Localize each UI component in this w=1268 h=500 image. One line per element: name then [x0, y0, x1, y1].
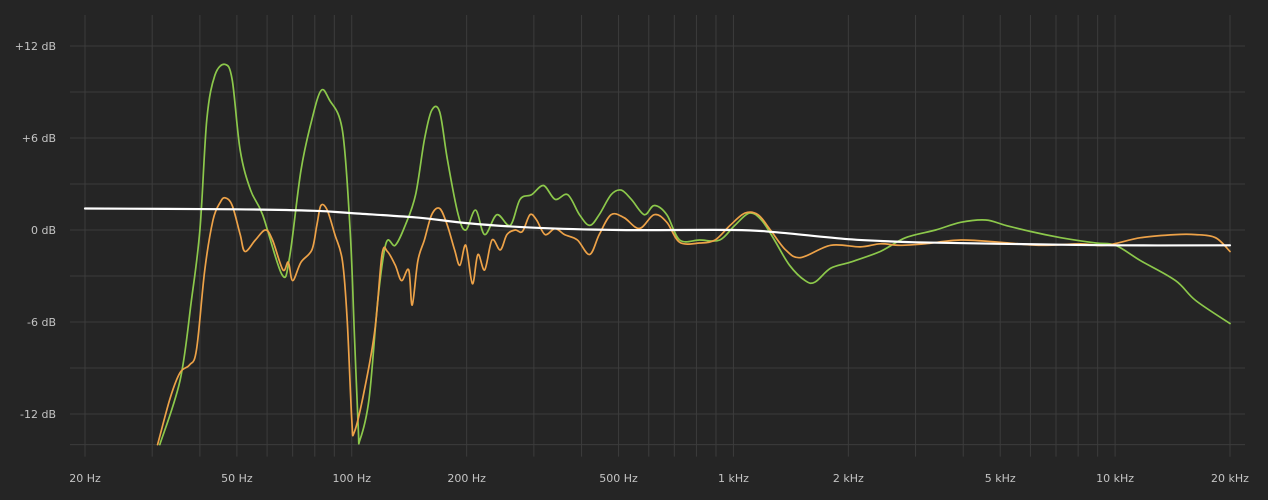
series-line-orange — [156, 196, 1231, 446]
series-line-target — [83, 207, 1232, 247]
x-tick-label: 2 kHz — [833, 472, 864, 485]
y-tick-label: +6 dB — [22, 132, 56, 145]
x-tick-label: 50 Hz — [221, 472, 253, 485]
y-tick-label: +12 dB — [15, 40, 56, 53]
x-tick-label: 1 kHz — [718, 472, 749, 485]
x-tick-label: 500 Hz — [599, 472, 638, 485]
x-tick-label: 200 Hz — [447, 472, 486, 485]
x-tick-label: 5 kHz — [985, 472, 1016, 485]
y-tick-label: -6 dB — [27, 316, 56, 329]
series-line-green — [158, 63, 1231, 446]
x-tick-label: 10 kHz — [1096, 472, 1134, 485]
y-axis-ticks: +12 dB +6 dB 0 dB -6 dB -12 dB — [15, 40, 56, 421]
series-lines — [83, 63, 1232, 446]
x-axis-ticks: 20 Hz 50 Hz 100 Hz 200 Hz 500 Hz 1 kHz 2 kHz 5 … — [69, 472, 1249, 485]
x-tick-label: 100 Hz — [333, 472, 372, 485]
grid — [70, 15, 1245, 457]
x-tick-label: 20 Hz — [69, 472, 101, 485]
x-tick-label: 20 kHz — [1211, 472, 1249, 485]
y-tick-label: 0 dB — [31, 224, 56, 237]
y-tick-label: -12 dB — [20, 408, 56, 421]
